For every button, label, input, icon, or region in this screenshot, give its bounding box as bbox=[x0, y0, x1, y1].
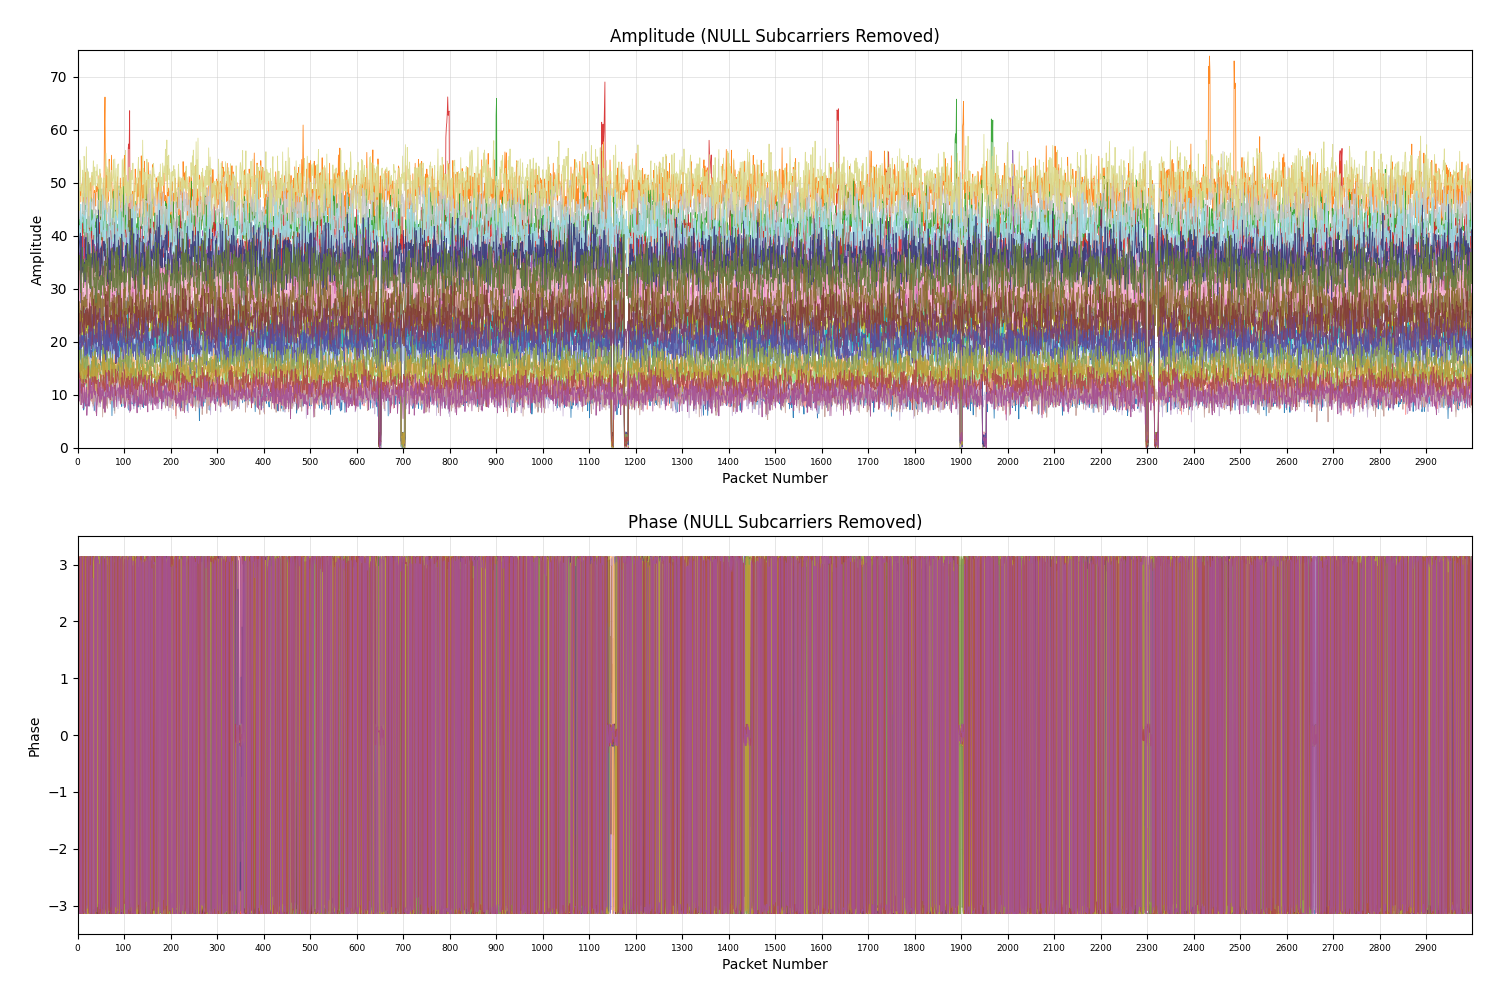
Title: Amplitude (NULL Subcarriers Removed): Amplitude (NULL Subcarriers Removed) bbox=[610, 28, 940, 46]
X-axis label: Packet Number: Packet Number bbox=[722, 958, 828, 972]
Y-axis label: Phase: Phase bbox=[28, 714, 42, 756]
Title: Phase (NULL Subcarriers Removed): Phase (NULL Subcarriers Removed) bbox=[627, 514, 922, 532]
X-axis label: Packet Number: Packet Number bbox=[722, 472, 828, 486]
Y-axis label: Amplitude: Amplitude bbox=[30, 213, 45, 285]
